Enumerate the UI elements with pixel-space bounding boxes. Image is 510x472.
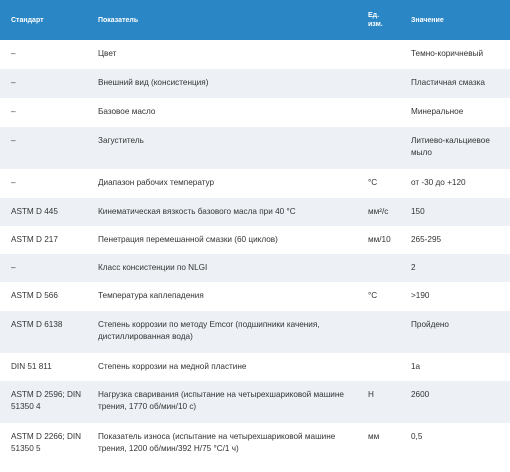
cell-unit bbox=[357, 311, 399, 353]
cell-standard: – bbox=[11, 107, 16, 116]
cell-value: 1а bbox=[411, 362, 421, 371]
cell-unit: мм²/с bbox=[368, 207, 389, 216]
cell-unit bbox=[357, 127, 399, 169]
cell-standard: – bbox=[11, 78, 16, 87]
table-row: ASTM D 2596; DIN 51350 4 Нагрузка сварив… bbox=[0, 381, 510, 423]
header-row: Стандарт Показатель Ед. изм. Значение bbox=[0, 0, 510, 40]
cell-standard: ASTM D 6138 bbox=[11, 320, 63, 329]
table-row: – Цвет Темно-коричневый bbox=[0, 40, 510, 69]
cell-indicator: Степень коррозии на медной пластине bbox=[98, 362, 247, 371]
table-row: DIN 51 811 Степень коррозии на медной пл… bbox=[0, 353, 510, 381]
table-row: ASTM D 2266; DIN 51350 5 Показатель изно… bbox=[0, 423, 510, 462]
table-row: ASTM D 217 Пенетрация перемешанной смазк… bbox=[0, 226, 510, 254]
cell-standard: – bbox=[11, 136, 16, 145]
table-row: ASTM D 445 Кинематическая вязкость базов… bbox=[0, 198, 510, 226]
cell-indicator: Диапазон рабочих температур bbox=[98, 178, 215, 187]
table-body: – Цвет Темно-коричневый – Внешний вид (к… bbox=[0, 40, 510, 462]
cell-indicator: Цвет bbox=[98, 49, 117, 58]
cell-indicator: Загуститель bbox=[98, 136, 144, 145]
cell-value: Пластичная смазка bbox=[411, 78, 485, 87]
cell-value: Темно-коричневый bbox=[411, 49, 484, 58]
cell-unit bbox=[357, 69, 399, 98]
cell-indicator: Показатель износа (испытание на четырехш… bbox=[98, 432, 336, 453]
cell-indicator: Класс консистенции по NLGI bbox=[98, 263, 208, 272]
cell-unit: °С bbox=[368, 291, 378, 300]
header-unit-line1: Ед. bbox=[368, 12, 380, 19]
cell-value: 150 bbox=[411, 207, 425, 216]
cell-standard: – bbox=[11, 178, 16, 187]
table-row: – Базовое масло Минеральное bbox=[0, 98, 510, 127]
cell-indicator: Нагрузка сваривания (испытание на четыре… bbox=[98, 390, 344, 411]
cell-indicator: Пенетрация перемешанной смазки (60 цикло… bbox=[98, 235, 278, 244]
cell-indicator: Температура каплепадения bbox=[98, 291, 204, 300]
table-row: – Загуститель Литиево-кальциевое мыло bbox=[0, 127, 510, 169]
table-row: – Внешний вид (консистенция) Пластичная … bbox=[0, 69, 510, 98]
table-header: Стандарт Показатель Ед. изм. Значение bbox=[0, 0, 510, 40]
cell-standard: ASTM D 217 bbox=[11, 235, 58, 244]
table-row: ASTM D 6138 Степень коррозии по методу E… bbox=[0, 311, 510, 353]
cell-standard: DIN 51 811 bbox=[11, 362, 52, 371]
header-value: Значение bbox=[411, 16, 444, 24]
cell-unit bbox=[357, 353, 399, 381]
cell-unit: Н bbox=[368, 390, 374, 399]
cell-indicator: Базовое масло bbox=[98, 107, 156, 116]
specifications-table: Стандарт Показатель Ед. изм. Значение – Ц… bbox=[0, 0, 510, 462]
cell-value: от -30 до +120 bbox=[411, 178, 466, 187]
cell-unit: °С bbox=[368, 178, 378, 187]
header-unit: Ед. изм. bbox=[357, 0, 399, 40]
table-row: – Диапазон рабочих температур °С от -30 … bbox=[0, 169, 510, 198]
cell-indicator: Кинематическая вязкость базового масла п… bbox=[98, 207, 296, 216]
cell-value: 0,5 bbox=[411, 432, 423, 441]
cell-indicator: Степень коррозии по методу Emcor (подшип… bbox=[98, 320, 320, 341]
cell-value: 2 bbox=[411, 263, 416, 272]
cell-unit: мм bbox=[368, 432, 380, 441]
header-standard: Стандарт bbox=[11, 16, 44, 24]
header-indicator: Показатель bbox=[98, 16, 139, 24]
cell-unit bbox=[357, 98, 399, 127]
cell-standard: – bbox=[11, 263, 16, 272]
cell-value: >190 bbox=[411, 291, 430, 300]
cell-unit: мм/10 bbox=[368, 235, 391, 244]
cell-value: Пройдено bbox=[411, 320, 449, 329]
cell-standard: ASTM D 445 bbox=[11, 207, 58, 216]
cell-value: 265-295 bbox=[411, 235, 442, 244]
cell-standard: – bbox=[11, 49, 16, 58]
cell-value: Литиево-кальциевое мыло bbox=[411, 136, 490, 157]
cell-unit bbox=[357, 40, 399, 69]
cell-standard: ASTM D 2596; DIN 51350 4 bbox=[11, 390, 82, 411]
cell-value: 2600 bbox=[411, 390, 430, 399]
table-row: ASTM D 566 Температура каплепадения °С >… bbox=[0, 282, 510, 311]
table-row: – Класс консистенции по NLGI 2 bbox=[0, 254, 510, 282]
cell-standard: ASTM D 566 bbox=[11, 291, 58, 300]
cell-value: Минеральное bbox=[411, 107, 464, 116]
cell-unit bbox=[357, 254, 399, 282]
header-unit-line2: изм. bbox=[368, 21, 383, 28]
cell-standard: ASTM D 2266; DIN 51350 5 bbox=[11, 432, 82, 453]
cell-indicator: Внешний вид (консистенция) bbox=[98, 78, 209, 87]
